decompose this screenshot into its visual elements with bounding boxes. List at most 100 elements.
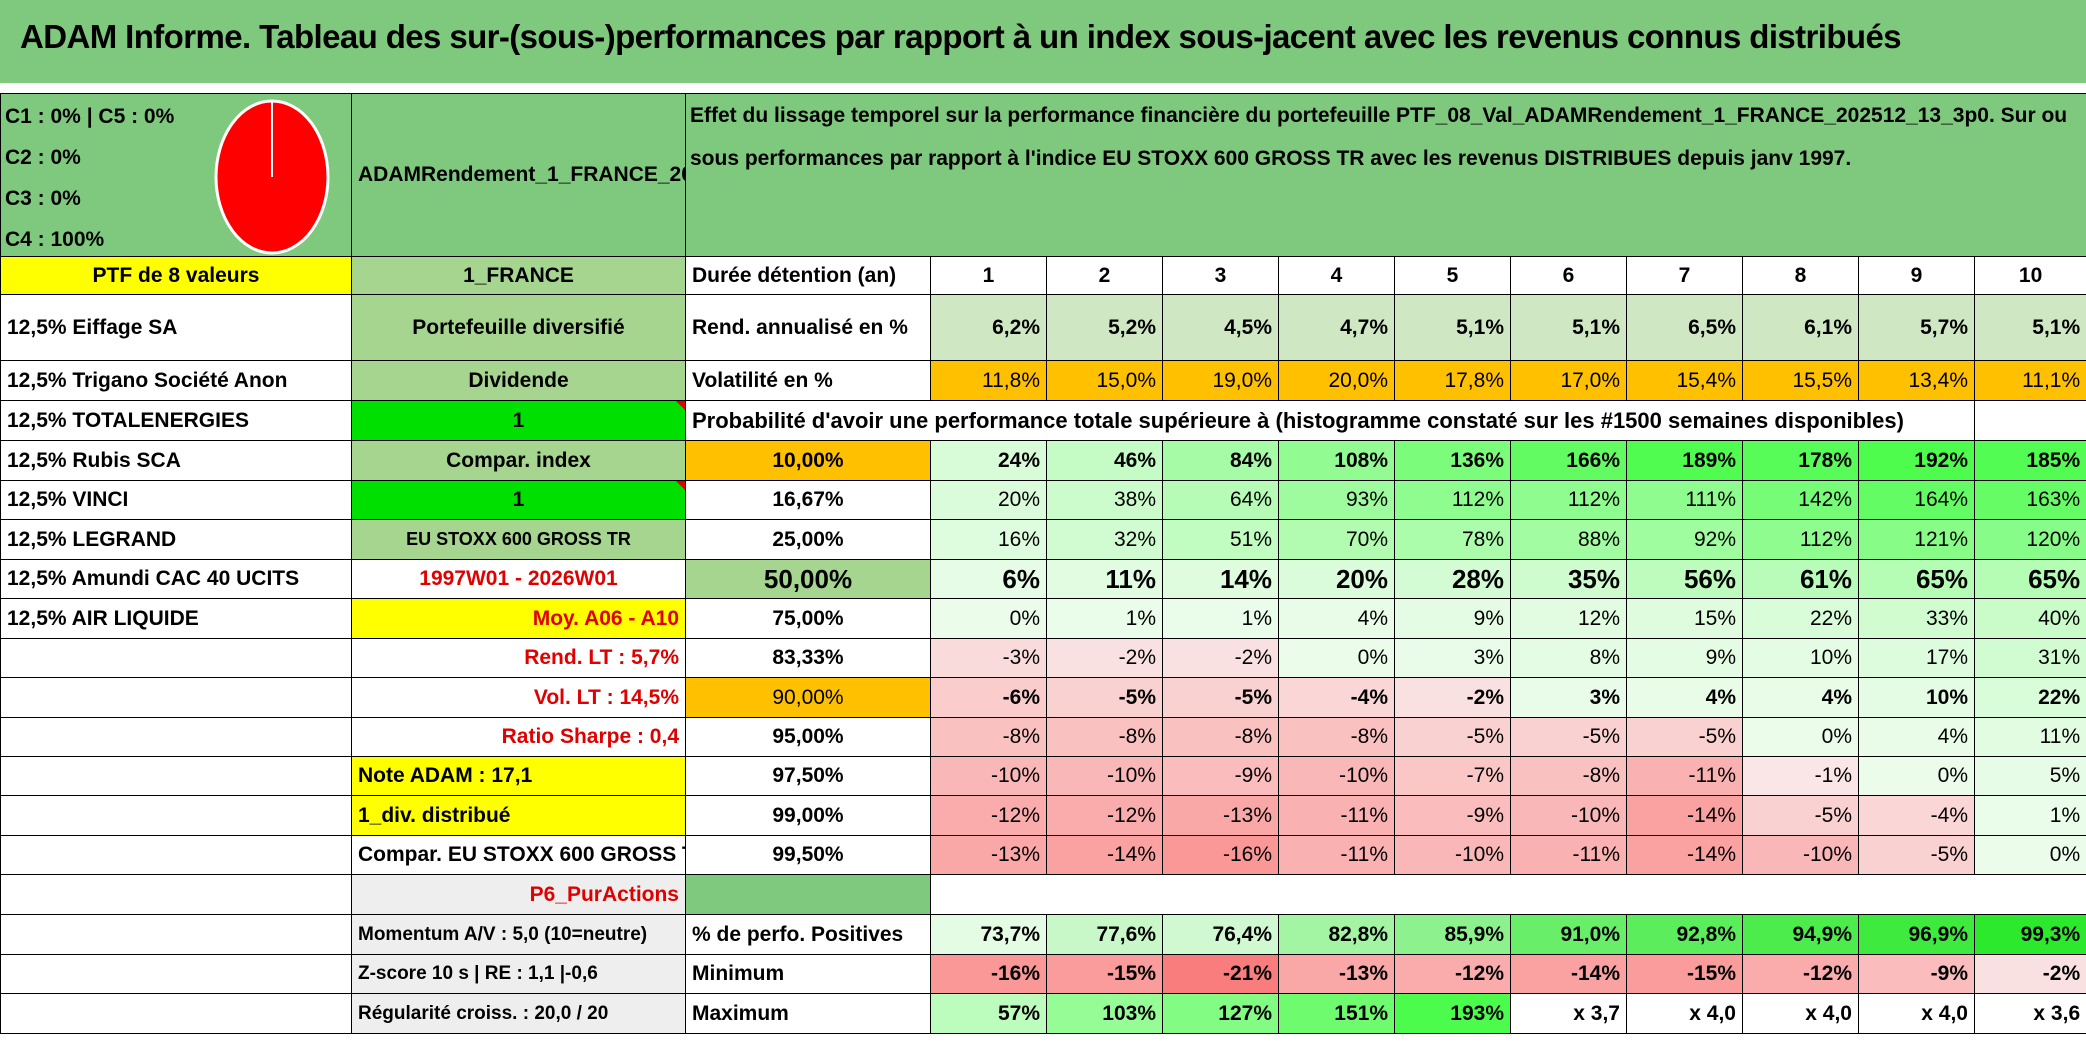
table-row: 12,5% Rubis SCA Compar. index 10,00% 24% 46%… <box>0 440 2086 481</box>
probability-value: 108% <box>1278 440 1395 481</box>
minimum-value: -12% <box>1394 954 1511 994</box>
positive-value: 82,8% <box>1278 914 1395 955</box>
probability-value: 65% <box>1858 559 1975 599</box>
probability-value: -14% <box>1046 835 1163 875</box>
holding-item: 12,5% Rubis SCA <box>0 440 352 481</box>
probability-value: 24% <box>930 440 1047 481</box>
empty-cell <box>1973 400 2086 441</box>
probability-value: 120% <box>1973 519 2086 560</box>
minimum-value: -14% <box>1510 954 1627 994</box>
percentile-label: 83,33% <box>685 638 931 678</box>
duration-label: Durée détention (an) <box>685 256 931 295</box>
probability-value: 11% <box>1046 559 1163 599</box>
vol-label: Volatilité en % <box>685 360 931 401</box>
maximum-value: 127% <box>1162 993 1279 1034</box>
probability-value: 112% <box>1394 480 1511 520</box>
probability-value: -13% <box>930 835 1047 875</box>
probability-value: 185% <box>1973 440 2086 481</box>
probability-value: 17% <box>1858 638 1975 678</box>
empty-cell <box>0 638 352 678</box>
holding-item: 12,5% AIR LIQUIDE <box>0 598 352 639</box>
rend-value: 6,2% <box>930 294 1047 361</box>
probability-value: -11% <box>1278 835 1395 875</box>
probability-value: 0% <box>1858 756 1975 796</box>
percentile-label: 97,50% <box>685 756 931 796</box>
probability-value: 0% <box>930 598 1047 639</box>
probability-value: 163% <box>1973 480 2086 520</box>
probability-value: 22% <box>1973 677 2086 718</box>
percentile-label: 99,00% <box>685 795 931 836</box>
probability-value: -14% <box>1626 835 1743 875</box>
holding-item: 12,5% LEGRAND <box>0 519 352 560</box>
empty-cell <box>0 795 352 836</box>
probability-value: 33% <box>1858 598 1975 639</box>
probability-value: 46% <box>1046 440 1163 481</box>
table-row: C1 : 0% | C5 : 0% C2 : 0% C3 : 0% C4 : 100%… <box>0 93 2086 257</box>
separator-strip <box>0 83 2086 93</box>
probability-value: 9% <box>1394 598 1511 639</box>
year-header: 3 <box>1162 256 1279 295</box>
probability-value: 142% <box>1742 480 1859 520</box>
year-header: 5 <box>1394 256 1511 295</box>
probability-value: -5% <box>1046 677 1163 718</box>
probability-value: -6% <box>930 677 1047 718</box>
probability-value: -10% <box>1394 835 1511 875</box>
probability-value: 88% <box>1510 519 1627 560</box>
probability-value: 12% <box>1510 598 1627 639</box>
pie-legend-item: C2 : 0% <box>5 146 81 169</box>
probability-value: -11% <box>1510 835 1627 875</box>
minimum-value: -16% <box>930 954 1047 994</box>
rend-value: 6,1% <box>1742 294 1859 361</box>
rend-value: 4,7% <box>1278 294 1395 361</box>
probability-value: 189% <box>1626 440 1743 481</box>
vol-value: 11,8% <box>930 360 1047 401</box>
minimum-value: -21% <box>1162 954 1279 994</box>
vol-value: 17,8% <box>1394 360 1511 401</box>
table-row: Ratio Sharpe : 0,4 95,00% -8% -8% -8% -8% -5% -… <box>0 717 2086 757</box>
maximum-value: x 4,0 <box>1742 993 1859 1034</box>
probability-value: 111% <box>1626 480 1743 520</box>
probability-value: -5% <box>1394 717 1511 757</box>
probability-value: 65% <box>1973 559 2086 599</box>
probability-value: 1% <box>1046 598 1163 639</box>
minimum-value: -15% <box>1046 954 1163 994</box>
maximum-value: 193% <box>1394 993 1511 1034</box>
probability-value: 112% <box>1510 480 1627 520</box>
vol-value: 20,0% <box>1278 360 1395 401</box>
vol-value: 19,0% <box>1162 360 1279 401</box>
probability-value: 15% <box>1626 598 1743 639</box>
performance-table: C1 : 0% | C5 : 0% C2 : 0% C3 : 0% C4 : 100%… <box>0 93 2086 1034</box>
probability-value: 4% <box>1278 598 1395 639</box>
probability-value: 22% <box>1742 598 1859 639</box>
table-row: 12,5% Amundi CAC 40 UCITS 1997W01 - 2026W… <box>0 559 2086 599</box>
rend-value: 6,5% <box>1626 294 1743 361</box>
year-header: 1 <box>930 256 1047 295</box>
probability-value: -10% <box>1278 756 1395 796</box>
year-header: 7 <box>1626 256 1743 295</box>
probability-value: 1% <box>1973 795 2086 836</box>
probability-value: 93% <box>1278 480 1395 520</box>
positive-value: 99,3% <box>1973 914 2086 955</box>
probability-value: 20% <box>1278 559 1395 599</box>
portfolio-type: Portefeuille diversifié <box>351 294 686 361</box>
probability-value: -1% <box>1742 756 1859 796</box>
probability-value: -13% <box>1162 795 1279 836</box>
rend-value: 5,1% <box>1973 294 2086 361</box>
probability-value: -10% <box>1510 795 1627 836</box>
positive-value: 94,9% <box>1742 914 1859 955</box>
probability-value: 164% <box>1858 480 1975 520</box>
probability-value: 51% <box>1162 519 1279 560</box>
compar-text: Compar. EU STOXX 600 GROSS TR <box>351 835 686 875</box>
table-row: PTF de 8 valeurs 1_FRANCE Durée détention … <box>0 256 2086 295</box>
probability-value: 10% <box>1742 638 1859 678</box>
empty-cell <box>0 874 352 915</box>
probability-value: 121% <box>1858 519 1975 560</box>
probability-value: -8% <box>1046 717 1163 757</box>
pie-legend-item: C4 : 100% <box>5 228 105 251</box>
table-row: 12,5% VINCI 1 16,67% 20% 38% 64% 93% 112% 112% 11… <box>0 480 2086 520</box>
allocation-pie-chart <box>214 99 330 255</box>
probability-value: 4% <box>1742 677 1859 718</box>
positive-value: 96,9% <box>1858 914 1975 955</box>
probability-value: 8% <box>1510 638 1627 678</box>
probability-value: 1% <box>1162 598 1279 639</box>
